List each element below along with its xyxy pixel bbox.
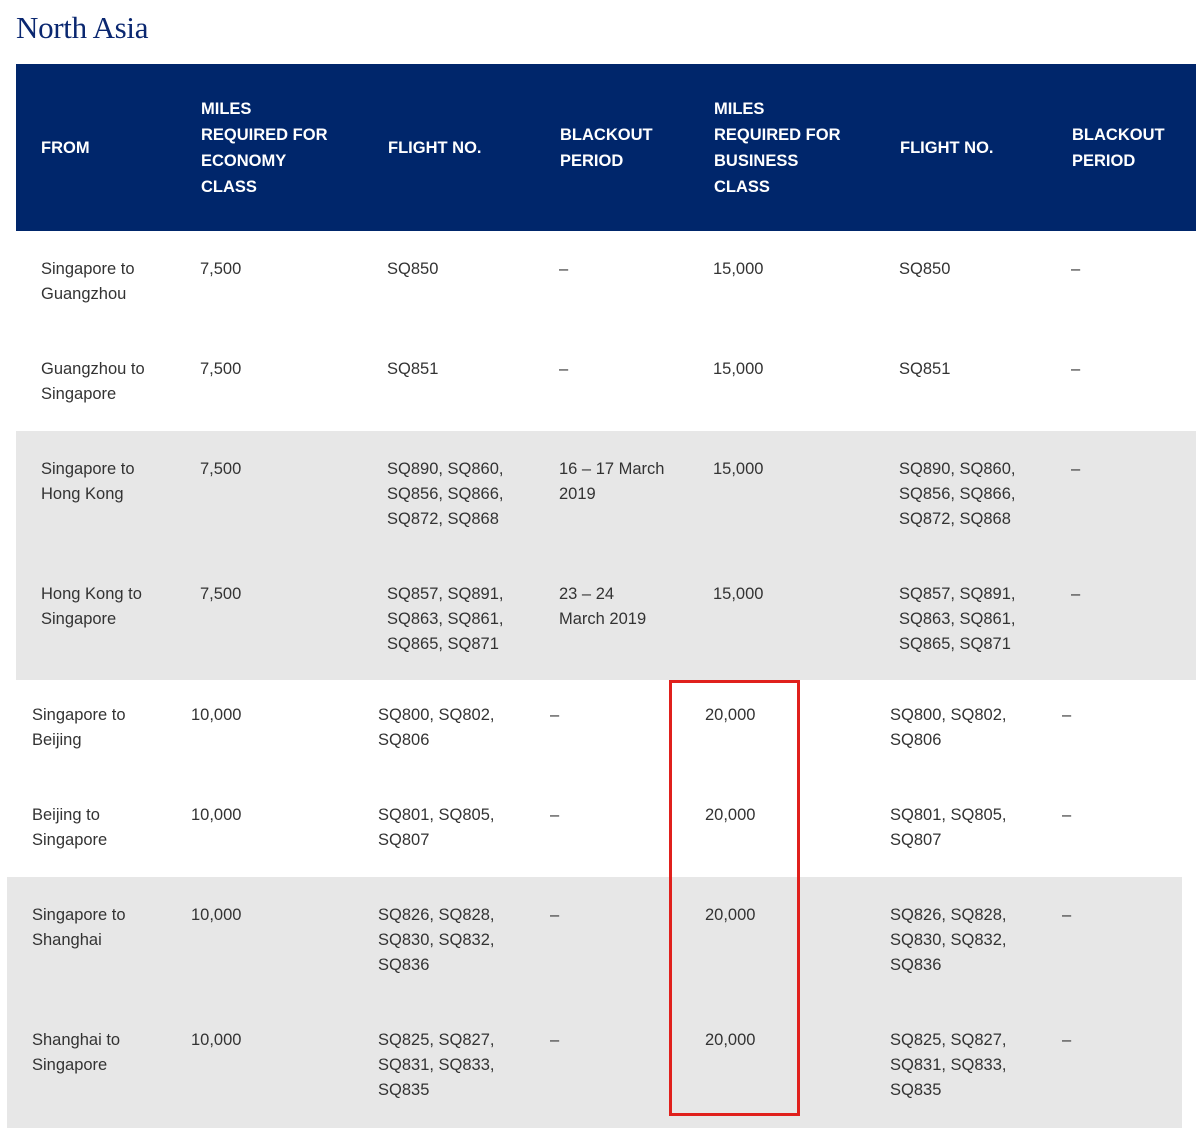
row-band-shanghai [7, 877, 1182, 1128]
cell-blackout-economy: – [550, 1031, 560, 1049]
cell-flight-no-business: SQ825, SQ827, SQ831, SQ833, SQ835 [890, 1031, 1007, 1099]
cell-flight-no-economy: SQ801, SQ805, SQ807 [378, 806, 495, 849]
business-miles-highlight-box [669, 680, 800, 1116]
cell-miles-business: 20,000 [705, 806, 756, 824]
cell-flight-no-business: SQ890, SQ860, SQ856, SQ866, SQ872, SQ868 [899, 460, 1016, 528]
cell-blackout-business: – [1071, 460, 1081, 478]
header-flight-no-economy: FLIGHT NO. [388, 138, 482, 157]
cell-blackout-economy: – [550, 706, 560, 724]
cell-miles-business: 20,000 [705, 706, 756, 724]
cell-blackout-business: – [1071, 260, 1081, 278]
cell-route: Singapore to Guangzhou [41, 260, 135, 303]
header-flight-no-business: FLIGHT NO. [900, 138, 994, 157]
cell-miles-business: 15,000 [713, 460, 764, 478]
cell-flight-no-economy: SQ851 [387, 360, 439, 378]
header-blackout-economy: BLACKOUT PERIOD [560, 125, 653, 170]
cell-route: Beijing to Singapore [32, 806, 108, 849]
cell-miles-economy: 7,500 [200, 260, 242, 278]
header-miles-business: MILES REQUIRED FOR BUSINESS CLASS [714, 99, 841, 196]
cell-miles-business: 15,000 [713, 260, 764, 278]
cell-flight-no-economy: SQ826, SQ828, SQ830, SQ832, SQ836 [378, 906, 495, 974]
cell-blackout-economy: 23 – 24 March 2019 [559, 585, 647, 628]
cell-blackout-economy: – [559, 360, 569, 378]
cell-blackout-business: – [1062, 906, 1072, 924]
cell-flight-no-business: SQ800, SQ802, SQ806 [890, 706, 1007, 749]
cell-flight-no-business: SQ850 [899, 260, 951, 278]
cell-miles-business: 20,000 [705, 1031, 756, 1049]
cell-blackout-economy: – [559, 260, 569, 278]
cell-blackout-business: – [1071, 360, 1081, 378]
cell-blackout-economy: – [550, 806, 560, 824]
cell-miles-economy: 10,000 [191, 1031, 242, 1049]
cell-miles-economy: 7,500 [200, 585, 242, 603]
cell-flight-no-economy: SQ857, SQ891, SQ863, SQ861, SQ865, SQ871 [387, 585, 504, 653]
cell-route: Singapore to Hong Kong [41, 460, 135, 503]
cell-route: Guangzhou to Singapore [41, 360, 145, 403]
header-miles-economy: MILES REQUIRED FOR ECONOMY CLASS [201, 99, 328, 196]
cell-miles-business: 20,000 [705, 906, 756, 924]
cell-blackout-business: – [1062, 1031, 1072, 1049]
section-title: North Asia [16, 10, 149, 45]
cell-miles-business: 15,000 [713, 585, 764, 603]
cell-flight-no-business: SQ857, SQ891, SQ863, SQ861, SQ865, SQ871 [899, 585, 1016, 653]
cell-flight-no-economy: SQ850 [387, 260, 439, 278]
cell-miles-economy: 7,500 [200, 360, 242, 378]
header-from: FROM [41, 138, 90, 157]
cell-miles-business: 15,000 [713, 360, 764, 378]
cell-route: Singapore to Shanghai [32, 906, 126, 949]
cell-flight-no-economy: SQ800, SQ802, SQ806 [378, 706, 495, 749]
row-band-hong-kong [16, 431, 1196, 680]
cell-blackout-business: – [1071, 585, 1081, 603]
cell-flight-no-economy: SQ890, SQ860, SQ856, SQ866, SQ872, SQ868 [387, 460, 504, 528]
cell-miles-economy: 10,000 [191, 906, 242, 924]
cell-route: Shanghai to Singapore [32, 1031, 121, 1074]
cell-flight-no-business: SQ801, SQ805, SQ807 [890, 806, 1007, 849]
cell-flight-no-business: SQ851 [899, 360, 951, 378]
cell-flight-no-business: SQ826, SQ828, SQ830, SQ832, SQ836 [890, 906, 1007, 974]
header-blackout-business: BLACKOUT PERIOD [1072, 125, 1165, 170]
cell-blackout-economy: – [550, 906, 560, 924]
cell-blackout-business: – [1062, 706, 1072, 724]
cell-blackout-business: – [1062, 806, 1072, 824]
cell-flight-no-economy: SQ825, SQ827, SQ831, SQ833, SQ835 [378, 1031, 495, 1099]
cell-route: Hong Kong to Singapore [41, 585, 142, 628]
cell-blackout-economy: 16 – 17 March 2019 [559, 460, 665, 503]
table-header: FROM MILES REQUIRED FOR ECONOMY CLASS FL… [16, 64, 1196, 231]
cell-miles-economy: 10,000 [191, 806, 242, 824]
cell-route: Singapore to Beijing [32, 706, 126, 749]
cell-miles-economy: 10,000 [191, 706, 242, 724]
cell-miles-economy: 7,500 [200, 460, 242, 478]
